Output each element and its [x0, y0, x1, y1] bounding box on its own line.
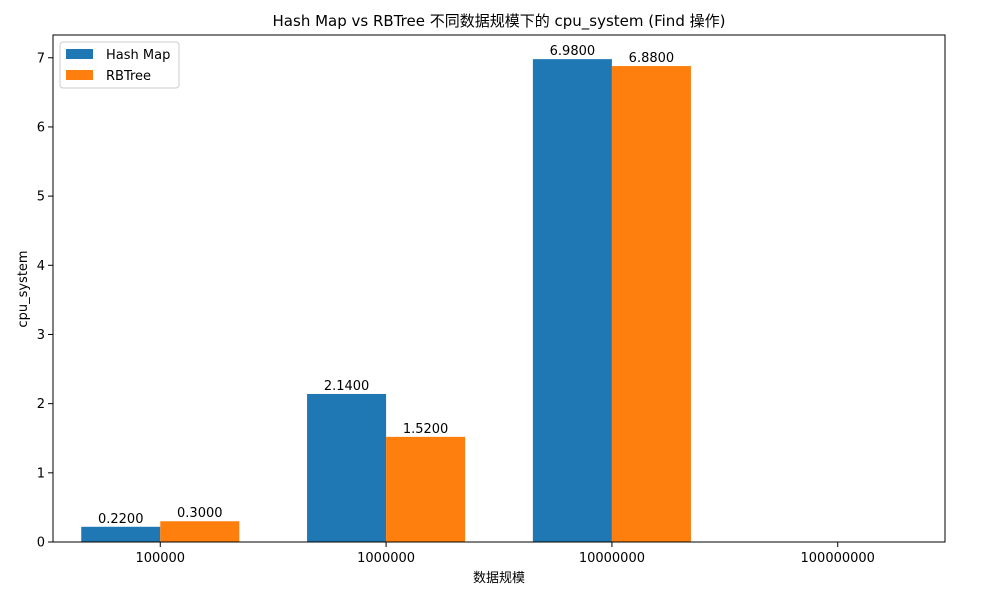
plot-frame — [52, 34, 946, 543]
data-label-hash-map-1: 2.1400 — [324, 379, 370, 394]
y-tick-label: 5 — [37, 190, 45, 205]
legend: Hash Map RBTree — [59, 41, 180, 89]
bar-hash-map-0 — [81, 526, 161, 542]
bar-hash-map-2 — [532, 59, 612, 543]
x-tick-label: 10000000 — [579, 551, 645, 566]
y-tick-label: 6 — [37, 120, 45, 135]
bar-rbtree-1 — [386, 436, 466, 542]
y-tick-label: 7 — [37, 51, 45, 66]
data-labels-group: 0.2200 2.1400 6.9800 0.3000 1.5200 6.8800 — [98, 44, 674, 527]
y-tick-label: 4 — [37, 259, 45, 274]
chart-title: Hash Map vs RBTree 不同数据规模下的 cpu_system (… — [273, 12, 726, 31]
bar-rbtree-2 — [611, 66, 691, 542]
x-axis-label: 数据规模 — [473, 571, 525, 586]
x-tick-label: 100000000 — [801, 551, 875, 566]
data-label-hash-map-2: 6.9800 — [550, 44, 596, 59]
y-tick-label: 0 — [37, 536, 45, 551]
y-tick-label: 2 — [37, 397, 45, 412]
legend-label-rbtree: RBTree — [106, 69, 151, 84]
legend-swatch-rbtree — [66, 70, 93, 80]
bars-group — [81, 59, 691, 543]
y-tick-label: 3 — [37, 328, 45, 343]
data-label-rbtree-2: 6.8800 — [629, 51, 675, 66]
bar-rbtree-0 — [160, 521, 240, 542]
data-label-rbtree-1: 1.5200 — [403, 422, 449, 437]
x-tick-label: 100000 — [135, 551, 185, 566]
legend-swatch-hash-map — [66, 49, 93, 59]
y-axis-label: cpu_system — [16, 250, 31, 327]
data-label-rbtree-0: 0.3000 — [177, 506, 223, 521]
bar-hash-map-1 — [307, 393, 387, 542]
x-tick-label: 1000000 — [357, 551, 415, 566]
y-tick-label: 1 — [37, 466, 45, 481]
x-axis: 100000 1000000 10000000 100000000 — [135, 542, 875, 566]
legend-label-hash-map: Hash Map — [106, 48, 170, 63]
data-label-hash-map-0: 0.2200 — [98, 512, 144, 527]
y-axis: 0 1 2 3 4 5 6 7 — [37, 51, 53, 551]
